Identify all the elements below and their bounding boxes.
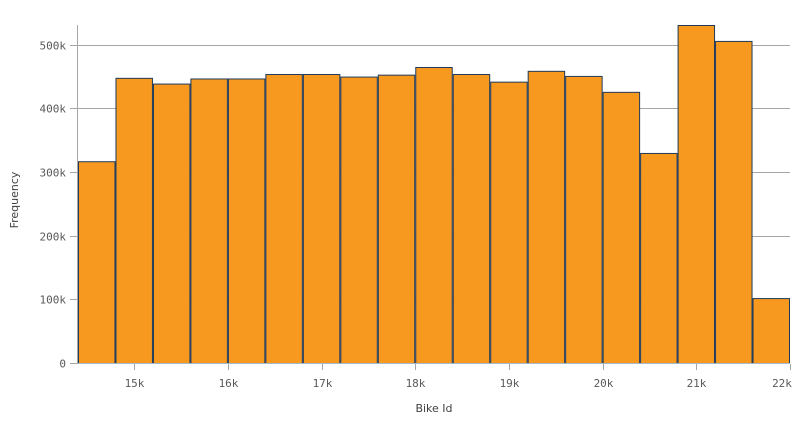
- y-tick-label: 200k: [40, 231, 67, 244]
- x-axis-ticks: 15k 16k 17k 18k 19k 20k 21k 22k: [125, 364, 792, 390]
- histogram-bar[interactable]: [715, 40, 753, 365]
- y-tick-label: 400k: [40, 103, 67, 116]
- histogram-bar[interactable]: [78, 161, 116, 364]
- histogram-bar[interactable]: [152, 83, 191, 364]
- x-tick-label: 18k: [406, 377, 426, 390]
- histogram-bar[interactable]: [527, 70, 566, 364]
- x-tick-label: 21k: [687, 377, 707, 390]
- histogram-bar[interactable]: [340, 76, 378, 364]
- histogram-bar[interactable]: [302, 74, 341, 364]
- x-tick-label: 15k: [125, 377, 145, 390]
- histogram-bar[interactable]: [602, 91, 641, 365]
- x-axis-title: Bike Id: [415, 402, 452, 415]
- histogram-bar[interactable]: [565, 75, 603, 364]
- y-tick-label: 500k: [40, 40, 67, 53]
- histogram-bar[interactable]: [190, 78, 228, 364]
- histogram-bar[interactable]: [490, 81, 528, 364]
- histogram-bar[interactable]: [115, 77, 153, 364]
- histogram-bar[interactable]: [452, 74, 491, 364]
- y-tick-label: 0: [59, 358, 66, 371]
- histogram-bar[interactable]: [677, 25, 716, 364]
- y-axis-ticks: 0 100k 200k 300k 400k 500k: [40, 40, 77, 371]
- histogram-bar[interactable]: [640, 152, 678, 364]
- histogram-bar[interactable]: [377, 74, 416, 364]
- bars: [78, 25, 790, 365]
- x-tick-label: 16k: [219, 377, 239, 390]
- y-axis-title: Frequency: [8, 171, 21, 228]
- histogram-bar[interactable]: [415, 67, 453, 365]
- x-tick-label: 17k: [313, 377, 333, 390]
- y-tick-label: 300k: [40, 167, 67, 180]
- y-tick-label: 100k: [40, 294, 67, 307]
- histogram-bar[interactable]: [265, 74, 303, 364]
- x-tick-label: 22k: [772, 377, 792, 390]
- x-tick-label: 19k: [500, 377, 520, 390]
- histogram-bar[interactable]: [752, 298, 790, 365]
- histogram-bar[interactable]: [227, 78, 266, 364]
- x-tick-label: 20k: [594, 377, 614, 390]
